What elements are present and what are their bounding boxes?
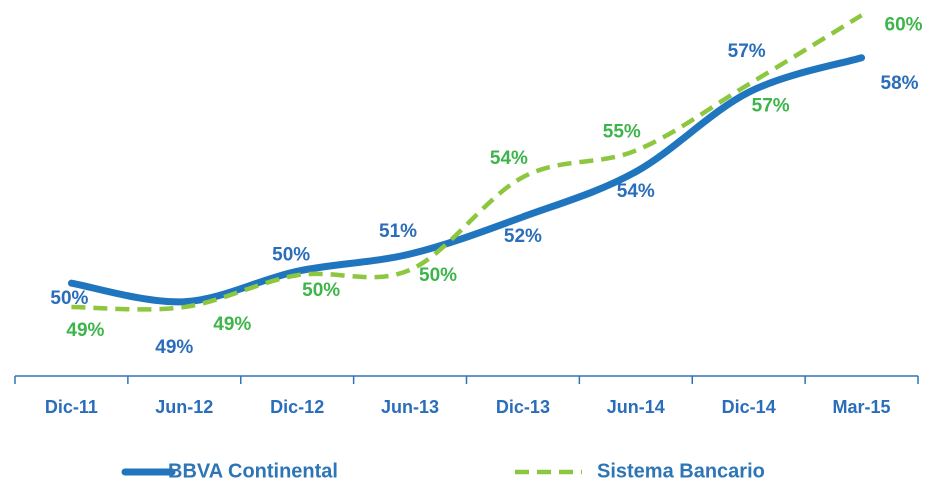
x-tick-label: Jun-13 — [381, 397, 439, 417]
data-label: 57% — [752, 95, 790, 116]
data-label: 50% — [50, 288, 88, 309]
data-label: 57% — [728, 41, 766, 62]
data-label: 55% — [603, 122, 641, 143]
x-tick-label: Jun-12 — [155, 397, 213, 417]
x-tick-label: Mar-15 — [833, 397, 891, 417]
x-tick-label: Dic-11 — [45, 397, 98, 417]
data-label: 49% — [66, 320, 104, 341]
legend-label: BBVA Continental — [168, 460, 338, 482]
data-label: 51% — [379, 221, 417, 242]
data-label: 52% — [504, 226, 542, 247]
series-line — [71, 13, 863, 312]
data-label: 49% — [155, 337, 193, 358]
data-label: 50% — [302, 280, 340, 301]
x-tick-label: Jun-14 — [607, 397, 665, 417]
data-label: 54% — [490, 148, 528, 169]
data-label: 49% — [213, 314, 251, 335]
data-label: 50% — [272, 244, 310, 265]
data-label: 58% — [881, 73, 919, 94]
data-label: 54% — [617, 181, 655, 202]
x-tick-label: Dic-12 — [270, 397, 324, 417]
x-tick-label: Dic-14 — [722, 397, 776, 417]
data-label: 50% — [419, 265, 457, 286]
series-line — [67, 54, 866, 306]
data-label: 60% — [885, 14, 923, 35]
legend-label: Sistema Bancario — [597, 460, 765, 482]
x-tick-label: Dic-13 — [496, 397, 550, 417]
